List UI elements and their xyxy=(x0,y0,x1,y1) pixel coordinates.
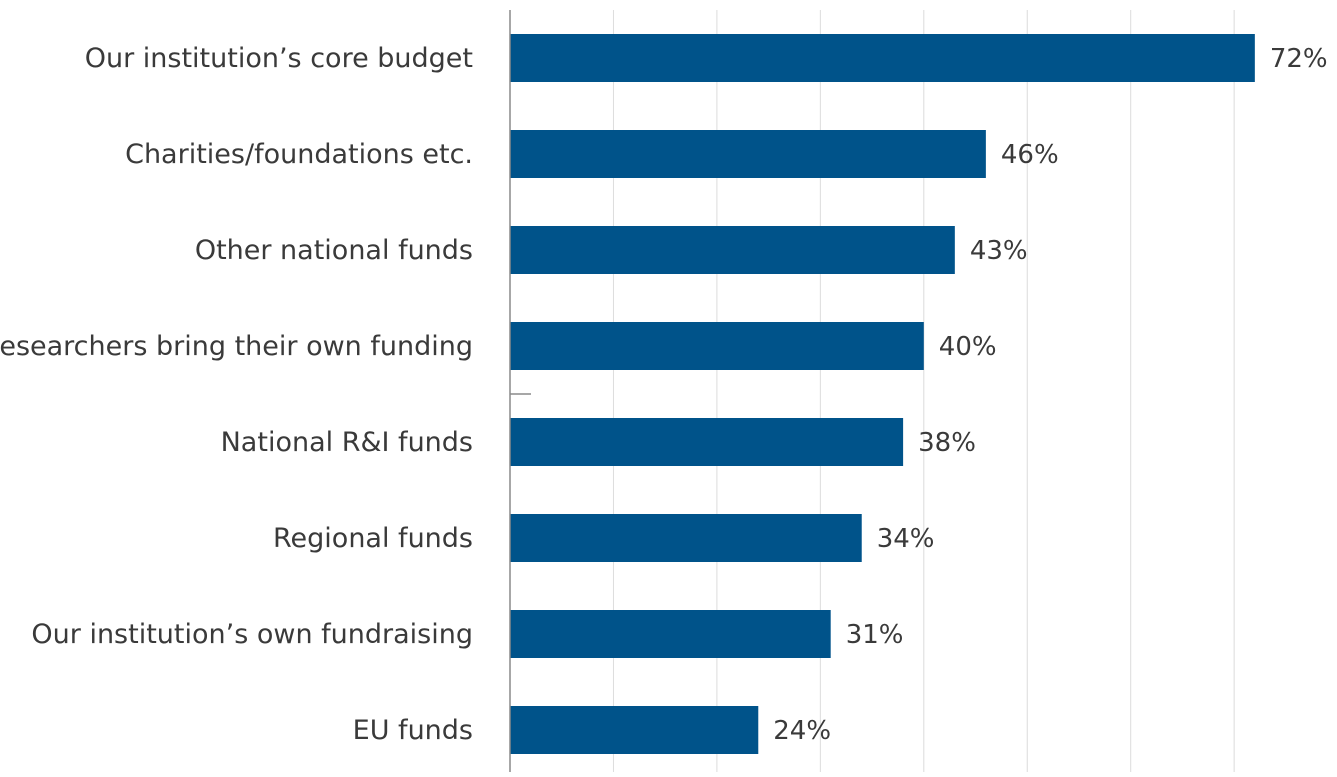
value-label: 24% xyxy=(773,716,831,746)
value-label: 43% xyxy=(970,236,1028,266)
bar xyxy=(510,322,924,370)
bar xyxy=(510,706,759,754)
category-label: Researchers bring their own funding xyxy=(0,331,473,362)
bar xyxy=(510,514,862,562)
category-label: National R&I funds xyxy=(221,427,473,458)
value-label: 31% xyxy=(846,620,904,650)
value-label: 72% xyxy=(1270,44,1328,74)
bar xyxy=(510,226,955,274)
category-label: Our institution’s core budget xyxy=(85,43,473,74)
value-label: 46% xyxy=(1001,140,1059,170)
category-label: Charities/foundations etc. xyxy=(125,139,473,170)
category-label: EU funds xyxy=(353,715,473,746)
value-label: 40% xyxy=(939,332,997,362)
bar xyxy=(510,34,1255,82)
value-label: 38% xyxy=(918,428,976,458)
bar xyxy=(510,610,831,658)
bar xyxy=(510,130,986,178)
bars xyxy=(510,34,1255,754)
value-label: 34% xyxy=(877,524,935,554)
bar xyxy=(510,418,904,466)
category-label: Regional funds xyxy=(273,523,473,554)
category-label: Our institution’s own fundraising xyxy=(31,619,473,650)
category-label: Other national funds xyxy=(195,235,473,266)
labels: Our institution’s core budget 72% Charitie… xyxy=(0,43,1328,746)
